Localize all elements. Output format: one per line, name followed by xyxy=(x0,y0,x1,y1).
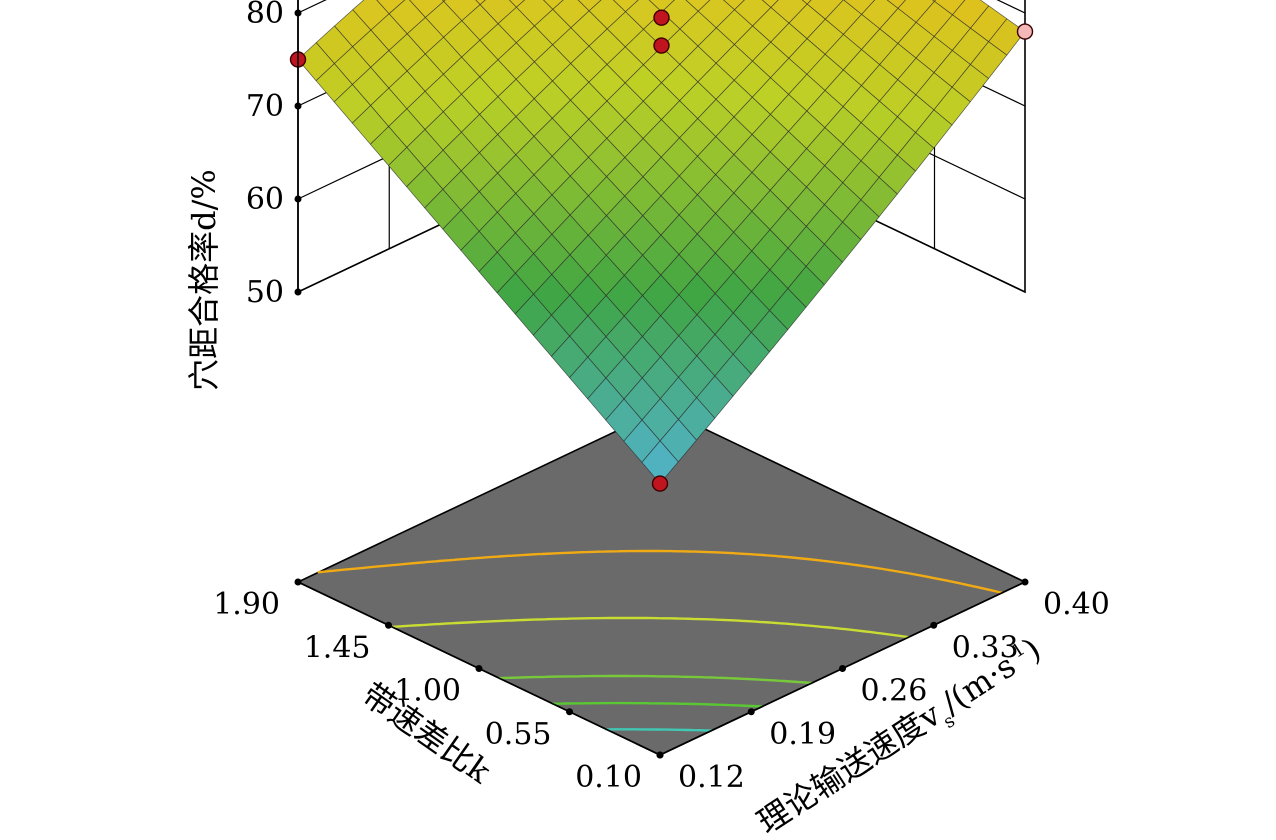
contour-76 xyxy=(317,549,1004,595)
x-tick-label: 0.19 xyxy=(769,717,836,752)
x-tick-label: 0.12 xyxy=(678,760,745,795)
contour-68 xyxy=(390,616,910,639)
x-tick-label: 0.33 xyxy=(952,630,1019,665)
tick-labels: 50607080900.120.190.260.330.400.100.551.… xyxy=(213,0,1110,795)
y-tick-label: 1.45 xyxy=(304,630,371,665)
contour-52 xyxy=(605,728,713,732)
x-tick-label: 0.26 xyxy=(861,674,928,709)
y-tick-mark xyxy=(475,665,483,672)
z-tick-mark xyxy=(294,102,302,110)
x-tick-mark xyxy=(839,665,846,672)
design-point xyxy=(651,475,669,492)
y-tick-mark xyxy=(566,708,573,716)
design-point xyxy=(653,9,670,26)
y-tick-mark xyxy=(385,621,392,629)
z-tick-label: 60 xyxy=(246,182,284,217)
z-tick-label: 80 xyxy=(246,0,284,31)
response-surface xyxy=(297,0,1026,485)
y-tick-label: 1.00 xyxy=(394,674,461,709)
y-tick-label: 0.55 xyxy=(485,717,552,752)
contour-60 xyxy=(497,674,814,685)
z-tick-mark xyxy=(294,9,302,17)
axes xyxy=(294,0,1029,759)
z-tick-label: 70 xyxy=(246,89,284,124)
y-tick-label: 0.10 xyxy=(575,760,642,795)
surface-cell xyxy=(886,0,906,9)
z-tick-mark xyxy=(294,288,302,296)
contour-56 xyxy=(551,701,764,708)
x-tick-mark xyxy=(1021,578,1029,586)
surface-cell xyxy=(761,0,779,8)
y-tick-mark xyxy=(656,751,664,759)
x-tick-mark xyxy=(930,621,938,629)
x-tick-label: 0.40 xyxy=(1043,587,1110,622)
design-point xyxy=(653,37,670,54)
surface-cell xyxy=(508,0,526,8)
contour-lines xyxy=(317,549,1004,732)
surface-cell xyxy=(475,0,486,6)
y-tick-mark xyxy=(294,578,302,586)
surface-cell xyxy=(722,0,745,11)
design-point xyxy=(1016,23,1034,40)
x-tick-mark xyxy=(747,708,755,716)
z-tick-label: 50 xyxy=(246,275,284,310)
surface-cell xyxy=(641,440,679,485)
z-tick-mark xyxy=(294,195,302,203)
surface-cell xyxy=(542,0,564,10)
z-axis-title: 穴距合格率d/% xyxy=(185,169,223,391)
y-tick-label: 1.90 xyxy=(213,587,280,622)
surface-cell xyxy=(577,0,602,12)
surface-cell xyxy=(801,0,812,5)
